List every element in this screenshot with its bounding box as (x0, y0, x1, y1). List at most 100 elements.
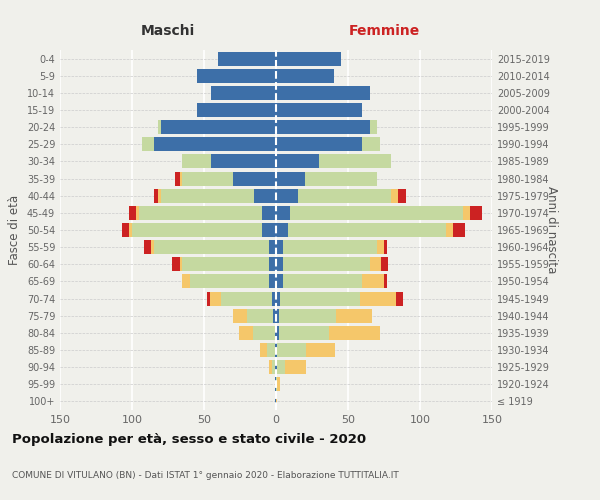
Bar (290, 206, 463, 220)
Bar (154, 240, 269, 254)
Bar (319, 154, 391, 168)
Bar (276, 308, 279, 322)
Bar (269, 240, 276, 254)
Bar (337, 308, 373, 322)
Bar (210, 292, 221, 306)
Bar (239, 326, 253, 340)
Bar (142, 138, 154, 151)
Bar (182, 274, 190, 288)
Bar (136, 206, 139, 220)
Text: Maschi: Maschi (141, 24, 195, 38)
Bar (276, 68, 334, 82)
Bar (284, 360, 306, 374)
Bar (446, 223, 453, 237)
Bar (132, 223, 262, 237)
Bar (453, 223, 464, 237)
Bar (279, 308, 337, 322)
Bar (129, 223, 132, 237)
Bar (277, 360, 284, 374)
Bar (179, 258, 182, 272)
Bar (276, 378, 277, 392)
Bar (158, 188, 161, 202)
Bar (211, 86, 276, 100)
Bar (272, 292, 276, 306)
Bar (276, 86, 370, 100)
Bar (275, 378, 276, 392)
Bar (276, 326, 279, 340)
Bar (398, 188, 406, 202)
Bar (305, 172, 377, 185)
Bar (276, 258, 283, 272)
Bar (276, 52, 341, 66)
Bar (283, 274, 362, 288)
Text: COMUNE DI VITULANO (BN) - Dati ISTAT 1° gennaio 2020 - Elaborazione TUTTITALIA.I: COMUNE DI VITULANO (BN) - Dati ISTAT 1° … (12, 470, 399, 480)
Bar (370, 258, 381, 272)
Bar (175, 172, 179, 185)
Bar (143, 240, 151, 254)
Text: Popolazione per età, sesso e stato civile - 2020: Popolazione per età, sesso e stato civil… (12, 432, 366, 446)
Bar (260, 343, 268, 357)
Bar (262, 223, 276, 237)
Bar (182, 154, 211, 168)
Y-axis label: Anni di nascita: Anni di nascita (545, 186, 558, 274)
Bar (362, 138, 380, 151)
Bar (470, 206, 482, 220)
Y-axis label: Fasce di età: Fasce di età (8, 195, 21, 265)
Bar (276, 188, 298, 202)
Bar (277, 378, 280, 392)
Bar (275, 326, 276, 340)
Bar (154, 188, 158, 202)
Bar (190, 274, 269, 288)
Bar (381, 258, 388, 272)
Bar (276, 120, 370, 134)
Bar (179, 172, 182, 185)
Bar (154, 138, 276, 151)
Bar (273, 308, 276, 322)
Bar (221, 292, 272, 306)
Bar (276, 360, 277, 374)
Bar (298, 188, 391, 202)
Bar (272, 360, 275, 374)
Bar (233, 172, 276, 185)
Bar (306, 343, 335, 357)
Bar (262, 206, 276, 220)
Bar (269, 258, 276, 272)
Bar (207, 292, 210, 306)
Bar (139, 206, 262, 220)
Bar (359, 292, 395, 306)
Bar (384, 240, 387, 254)
Bar (463, 206, 470, 220)
Bar (276, 138, 362, 151)
Bar (276, 292, 280, 306)
Bar (362, 274, 384, 288)
Bar (253, 326, 275, 340)
Bar (279, 326, 329, 340)
Bar (370, 120, 377, 134)
Bar (182, 172, 233, 185)
Bar (276, 154, 319, 168)
Bar (129, 206, 136, 220)
Bar (283, 258, 370, 272)
Bar (254, 188, 276, 202)
Text: Femmine: Femmine (349, 24, 419, 38)
Bar (276, 240, 283, 254)
Bar (276, 223, 287, 237)
Bar (377, 240, 384, 254)
Bar (122, 223, 129, 237)
Bar (269, 274, 276, 288)
Bar (276, 172, 305, 185)
Bar (391, 188, 398, 202)
Bar (161, 188, 254, 202)
Bar (275, 343, 276, 357)
Bar (395, 292, 403, 306)
Bar (276, 343, 277, 357)
Bar (172, 258, 179, 272)
Bar (197, 103, 276, 117)
Bar (276, 274, 283, 288)
Bar (276, 206, 290, 220)
Bar (277, 343, 306, 357)
Bar (269, 360, 272, 374)
Bar (247, 308, 273, 322)
Bar (161, 120, 276, 134)
Bar (268, 343, 275, 357)
